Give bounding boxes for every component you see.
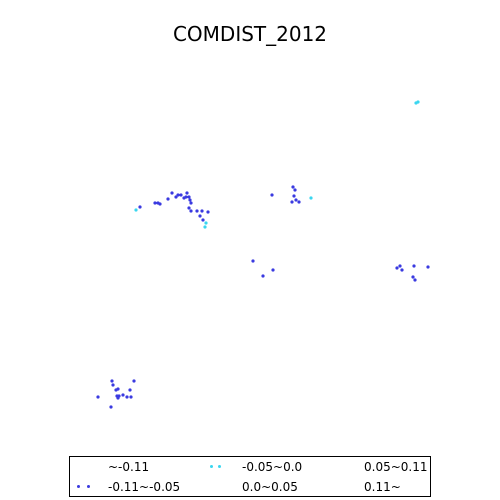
map-point <box>201 218 205 222</box>
map-point <box>400 268 404 272</box>
map-point <box>132 379 136 383</box>
legend-marker-5 <box>330 465 360 471</box>
map-point <box>174 195 178 199</box>
map-plot <box>96 100 430 409</box>
legend-label-3: -0.05~0.0 <box>242 460 303 474</box>
map-point <box>290 200 294 204</box>
map-point <box>96 395 100 399</box>
legend-marker-2 <box>75 485 105 491</box>
legend-marker-6 <box>330 485 360 491</box>
legend-marker-4 <box>208 485 238 491</box>
map-title: COMDIST_2012 <box>172 22 328 46</box>
map-point <box>176 193 180 197</box>
map-point <box>271 268 275 272</box>
legend: ~-0.11 -0.11~-0.05 -0.05~0.0 0.0~0.05 0.… <box>69 456 431 497</box>
map-point <box>125 395 129 399</box>
legend-label-2: -0.11~-0.05 <box>108 480 181 494</box>
map-point <box>188 198 192 202</box>
map-point <box>294 198 298 202</box>
map-point <box>179 193 183 197</box>
map-point <box>398 264 402 268</box>
map-point <box>395 266 399 270</box>
map-point <box>134 208 138 212</box>
map-point <box>292 194 296 198</box>
map-point <box>251 259 255 263</box>
map-point <box>200 209 204 213</box>
map-point <box>109 405 113 409</box>
map-point <box>413 278 417 282</box>
legend-marker-1 <box>78 465 108 471</box>
map-point <box>412 264 416 268</box>
map-point <box>270 193 274 197</box>
map-point <box>426 265 430 269</box>
map-point <box>114 388 118 392</box>
legend-label-6: 0.11~ <box>364 480 401 494</box>
legend-label-4: 0.0~0.05 <box>242 480 298 494</box>
map-point <box>110 379 114 383</box>
map-point <box>116 396 120 400</box>
legend-marker-3 <box>208 465 238 471</box>
map-point <box>129 395 133 399</box>
map-point <box>189 201 193 205</box>
map-point <box>187 206 191 210</box>
map-point <box>309 196 313 200</box>
map-point <box>293 188 297 192</box>
map-point <box>203 225 207 229</box>
map-point <box>121 393 125 397</box>
map-point <box>166 197 170 201</box>
map-point <box>416 100 420 104</box>
map-point <box>111 383 115 387</box>
map-point <box>261 274 265 278</box>
legend-label-1: ~-0.11 <box>108 460 150 474</box>
map-point <box>170 191 174 195</box>
map-point <box>291 185 295 189</box>
map-point <box>206 210 210 214</box>
map-point <box>158 202 162 206</box>
map-point <box>185 191 189 195</box>
map-point <box>184 195 188 199</box>
legend-label-5: 0.05~0.11 <box>364 460 428 474</box>
map-point <box>189 209 193 213</box>
map-point <box>138 205 142 209</box>
map-point <box>153 201 157 205</box>
map-point <box>297 200 301 204</box>
map-point <box>128 388 132 392</box>
map-point <box>198 214 202 218</box>
map-point <box>195 209 199 213</box>
map-point <box>411 275 415 279</box>
map-point <box>187 195 191 199</box>
map-point <box>204 221 208 225</box>
